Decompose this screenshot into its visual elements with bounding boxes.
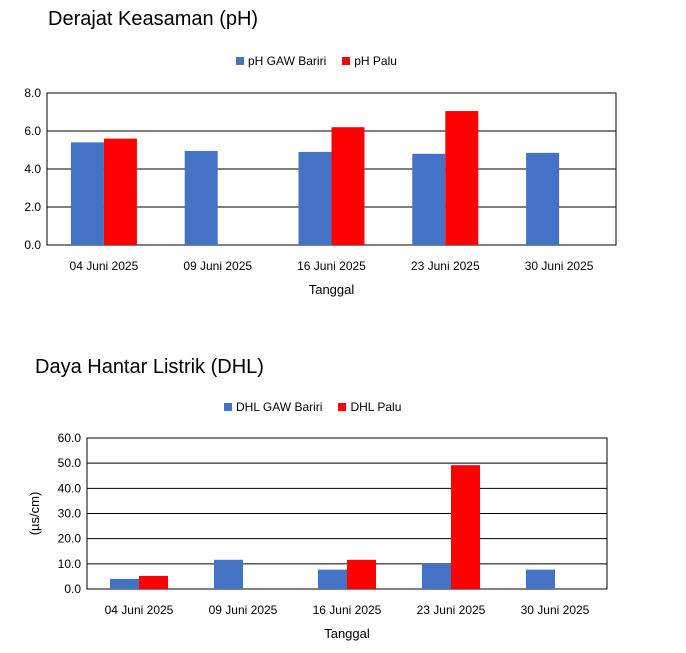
ph-ytick-label: 2.0 — [24, 200, 41, 214]
dhl-ytick-label: 20.0 — [58, 532, 82, 546]
ph-bar — [298, 151, 332, 245]
dhl-bar — [526, 569, 555, 589]
dhl-xtick-label: 04 Juni 2025 — [105, 603, 174, 617]
ph-xtick-label: 30 Juni 2025 — [525, 259, 594, 273]
ph-bar — [103, 138, 137, 245]
legend-swatch-palu — [342, 57, 351, 65]
legend-ph: pH GAW Bariri pH Palu — [236, 54, 413, 68]
ph-xtick-label: 23 Juni 2025 — [411, 259, 480, 273]
ph-ytick-label: 8.0 — [24, 86, 41, 100]
legend-item-ph-bariri: pH GAW Bariri — [236, 54, 326, 68]
ph-bar — [412, 153, 446, 245]
dhl-xtick-label: 23 Juni 2025 — [417, 603, 486, 617]
dhl-bar — [318, 569, 347, 589]
dhl-bar — [110, 578, 139, 589]
dhl-bar — [139, 575, 168, 589]
ph-ytick-label: 0.0 — [24, 238, 41, 252]
dhl-xaxis-title: Tanggal — [324, 626, 370, 641]
legend-label-dhl-palu: DHL Palu — [350, 400, 402, 414]
ph-xtick-label: 04 Juni 2025 — [70, 259, 139, 273]
ph-xtick-label: 16 Juni 2025 — [297, 259, 366, 273]
legend-item-dhl-bariri: DHL GAW Bariri — [224, 400, 322, 414]
dhl-ytick-label: 50.0 — [58, 456, 82, 470]
legend-swatch-dhl-palu — [338, 403, 347, 411]
dhl-xtick-label: 09 Juni 2025 — [209, 603, 278, 617]
dhl-bar — [451, 465, 480, 589]
legend-label-ph-bariri: pH GAW Bariri — [248, 54, 327, 68]
ph-xaxis-title: Tanggal — [309, 282, 355, 297]
dhl-xtick-label: 30 Juni 2025 — [521, 603, 590, 617]
ph-ytick-label: 4.0 — [24, 162, 41, 176]
ph-bar — [526, 152, 560, 245]
dhl-ytick-label: 30.0 — [58, 507, 82, 521]
ph-bar — [331, 127, 365, 245]
legend-item-ph-palu: pH Palu — [342, 54, 397, 68]
dhl-bar — [214, 559, 243, 589]
dhl-ytick-label: 60.0 — [58, 431, 82, 445]
dhl-yaxis-title: (µs/cm) — [27, 492, 42, 536]
legend-dhl: DHL GAW Bariri DHL Palu — [224, 400, 417, 414]
dhl-ytick-label: 40.0 — [58, 481, 82, 495]
legend-item-dhl-palu: DHL Palu — [338, 400, 401, 414]
dhl-bar — [347, 559, 376, 589]
ph-bar — [445, 111, 479, 245]
legend-swatch-dhl-bariri — [224, 403, 232, 411]
legend-swatch-bariri — [236, 57, 244, 65]
chart-title-ph: Derajat Keasaman (pH) — [48, 8, 259, 30]
dhl-bar — [422, 563, 451, 589]
ph-xtick-label: 09 Juni 2025 — [183, 259, 252, 273]
ph-bar — [70, 142, 104, 245]
legend-label-dhl-bariri: DHL GAW Bariri — [236, 400, 323, 414]
ph-ytick-label: 6.0 — [24, 124, 41, 138]
chart-title-dhl: Daya Hantar Listrik (DHL) — [35, 356, 264, 378]
ph-bar — [184, 150, 218, 245]
dhl-ytick-label: 0.0 — [64, 582, 81, 596]
dhl-xtick-label: 16 Juni 2025 — [313, 603, 382, 617]
dhl-ytick-label: 10.0 — [58, 557, 82, 571]
legend-label-ph-palu: pH Palu — [354, 54, 397, 68]
